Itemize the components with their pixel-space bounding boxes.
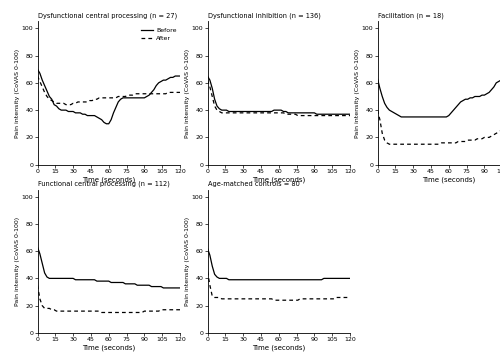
X-axis label: Time (seconds): Time (seconds) [82, 345, 136, 352]
X-axis label: Time (seconds): Time (seconds) [252, 176, 306, 183]
Text: Facilitation (n = 18): Facilitation (n = 18) [378, 12, 444, 19]
Text: Dysfunctional central processing (n = 27): Dysfunctional central processing (n = 27… [38, 12, 177, 19]
X-axis label: Time (seconds): Time (seconds) [252, 345, 306, 352]
Text: Dysfunctional inhibition (n = 136): Dysfunctional inhibition (n = 136) [208, 12, 320, 19]
Y-axis label: Pain intensity (CoVAS 0-100): Pain intensity (CoVAS 0-100) [16, 49, 20, 137]
X-axis label: Time (seconds): Time (seconds) [422, 176, 476, 183]
Text: Age-matched controls = 80: Age-matched controls = 80 [208, 180, 300, 187]
Y-axis label: Pain intensity (CoVAS 0-100): Pain intensity (CoVAS 0-100) [16, 217, 20, 306]
Text: Functional central processing (n = 112): Functional central processing (n = 112) [38, 180, 170, 187]
Legend: Before, After: Before, After [141, 28, 177, 41]
X-axis label: Time (seconds): Time (seconds) [82, 176, 136, 183]
Y-axis label: Pain intensity (CoVAS 0-100): Pain intensity (CoVAS 0-100) [186, 49, 190, 137]
Y-axis label: Pain intensity (CoVAS 0-100): Pain intensity (CoVAS 0-100) [356, 49, 360, 137]
Y-axis label: Pain intensity (CoVAS 0-100): Pain intensity (CoVAS 0-100) [186, 217, 190, 306]
